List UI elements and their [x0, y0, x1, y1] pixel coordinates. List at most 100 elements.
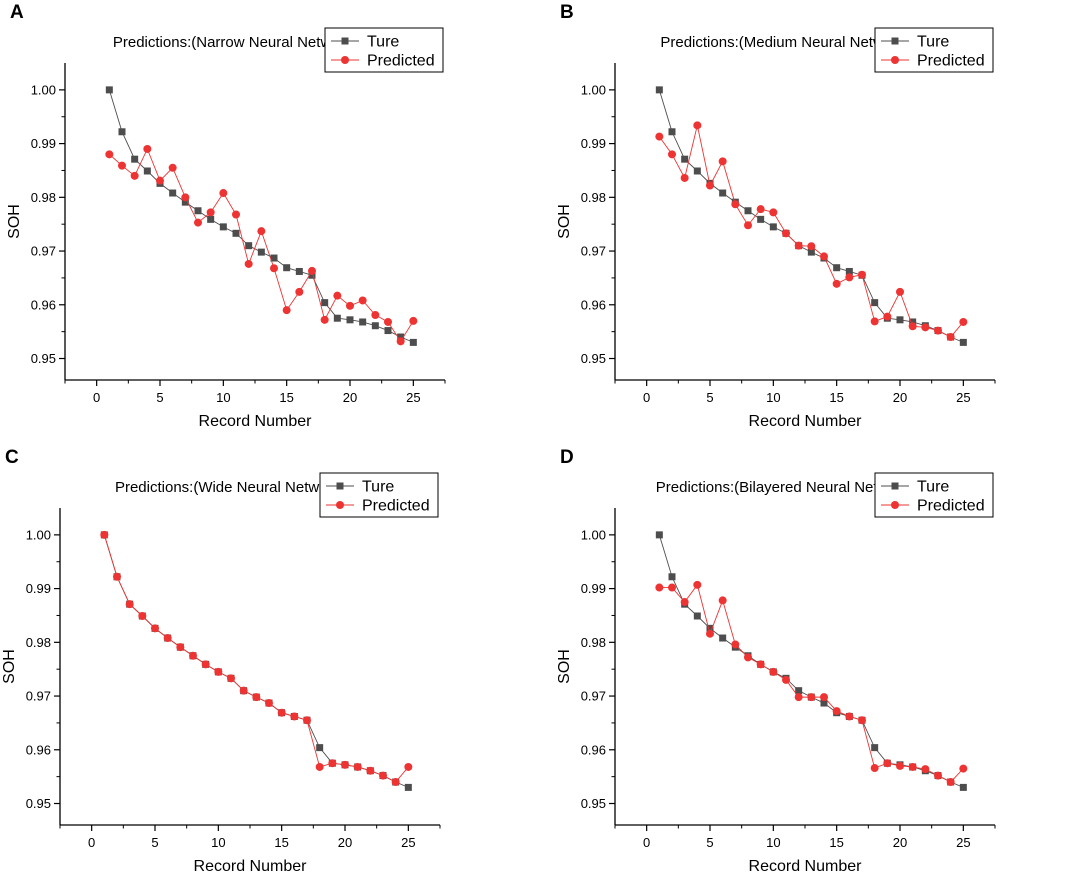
data-point-circle — [858, 270, 866, 279]
series-line — [103, 534, 409, 788]
data-point-square — [820, 699, 828, 707]
x-tick-label: 25 — [956, 835, 970, 850]
y-tick-label: 0.95 — [31, 351, 56, 366]
legend: Ture Predicted — [874, 472, 994, 518]
data-point-circle — [156, 176, 164, 185]
panel-label: B — [560, 2, 574, 23]
series-line — [108, 89, 414, 343]
data-point-circle — [358, 296, 367, 305]
y-axis-label: SOH — [6, 204, 23, 239]
data-point-square — [719, 634, 727, 642]
legend: Ture Predicted — [874, 27, 994, 73]
x-axis-label: Record Number — [749, 413, 863, 430]
data-point-circle — [328, 759, 337, 768]
data-point-square — [384, 327, 392, 335]
data-point-circle — [303, 716, 311, 725]
y-tick-label: 0.96 — [581, 742, 606, 757]
y-tick-label: 0.98 — [26, 635, 51, 650]
panel-b: B Predictions:(Medium Neural Network) 0 5 10… — [556, 2, 996, 430]
data-point-circle — [391, 778, 400, 787]
data-point-circle — [908, 322, 917, 331]
data-point-circle — [744, 221, 752, 230]
data-point-square — [321, 299, 329, 307]
y-tick-label: 0.99 — [31, 136, 56, 151]
data-point-circle — [227, 674, 235, 683]
data-point-circle — [320, 315, 329, 324]
data-point-circle — [100, 530, 109, 539]
x-tick-label: 5 — [151, 835, 158, 850]
data-point-circle — [896, 287, 904, 296]
data-point-circle — [105, 150, 114, 159]
data-point-circle — [870, 764, 879, 773]
series-ture — [655, 531, 967, 791]
data-point-square — [359, 318, 367, 326]
data-point-circle — [384, 317, 392, 326]
data-point-circle — [181, 193, 190, 202]
x-tick-label: 20 — [338, 835, 352, 850]
data-point-circle — [308, 266, 316, 275]
y-tick-label: 0.96 — [581, 297, 606, 312]
data-point-circle — [290, 712, 299, 721]
x-axis-label: Record Number — [194, 858, 308, 873]
data-point-circle — [921, 323, 930, 332]
x-tick-label: 0 — [88, 835, 95, 850]
chart-title: Predictions:(Narrow Neural Network) — [113, 34, 357, 51]
chart-title: Predictions:(Bilayered Neural Network) — [656, 479, 914, 496]
data-point-circle — [845, 273, 854, 282]
data-point-circle — [832, 279, 841, 288]
data-point-circle — [959, 317, 968, 326]
y-tick-label: 0.97 — [26, 689, 51, 704]
data-point-circle — [315, 762, 324, 771]
data-point-circle — [201, 660, 210, 669]
data-point-square — [257, 248, 265, 256]
data-point-circle — [782, 675, 790, 684]
y-tick-label: 0.97 — [31, 244, 56, 259]
data-point-circle — [655, 132, 664, 141]
x-tick-label: 10 — [766, 390, 780, 405]
legend-marker-circle — [341, 56, 349, 64]
x-tick-label: 20 — [343, 390, 357, 405]
legend-marker-square — [336, 482, 344, 490]
y-tick-label: 1.00 — [26, 527, 51, 542]
data-point-circle — [168, 163, 177, 172]
series-predicted — [655, 121, 968, 342]
data-point-square — [316, 744, 324, 752]
data-point-square — [143, 167, 151, 175]
x-tick-label: 0 — [643, 390, 650, 405]
legend-label: Ture — [917, 34, 949, 51]
data-point-circle — [858, 716, 866, 725]
data-point-circle — [959, 764, 968, 773]
legend-box — [874, 472, 994, 518]
data-point-circle — [883, 759, 892, 768]
data-point-circle — [794, 241, 803, 250]
y-tick-label: 1.00 — [581, 527, 606, 542]
data-point-square — [333, 314, 341, 322]
data-point-square — [871, 744, 879, 752]
data-point-circle — [807, 693, 816, 702]
series-line — [103, 534, 409, 783]
y-tick-label: 1.00 — [581, 82, 606, 97]
series-predicted — [105, 144, 418, 346]
y-tick-label: 0.99 — [581, 136, 606, 151]
data-point-circle — [718, 157, 727, 166]
data-point-circle — [921, 765, 930, 774]
legend-marker-square — [341, 37, 349, 45]
data-point-circle — [756, 205, 765, 214]
x-tick-label: 5 — [156, 390, 163, 405]
data-point-circle — [151, 624, 159, 633]
data-point-circle — [693, 121, 702, 130]
data-point-square — [706, 624, 714, 632]
data-point-circle — [163, 634, 172, 643]
data-point-circle — [845, 712, 854, 721]
data-point-circle — [756, 660, 765, 669]
x-tick-label: 0 — [643, 835, 650, 850]
y-tick-label: 0.97 — [581, 244, 606, 259]
data-point-circle — [125, 600, 134, 609]
data-point-circle — [832, 707, 841, 716]
data-point-circle — [113, 572, 121, 581]
data-point-circle — [668, 583, 676, 592]
data-point-square — [744, 207, 752, 215]
data-point-square — [232, 229, 240, 237]
legend-label: Predicted — [917, 53, 985, 70]
